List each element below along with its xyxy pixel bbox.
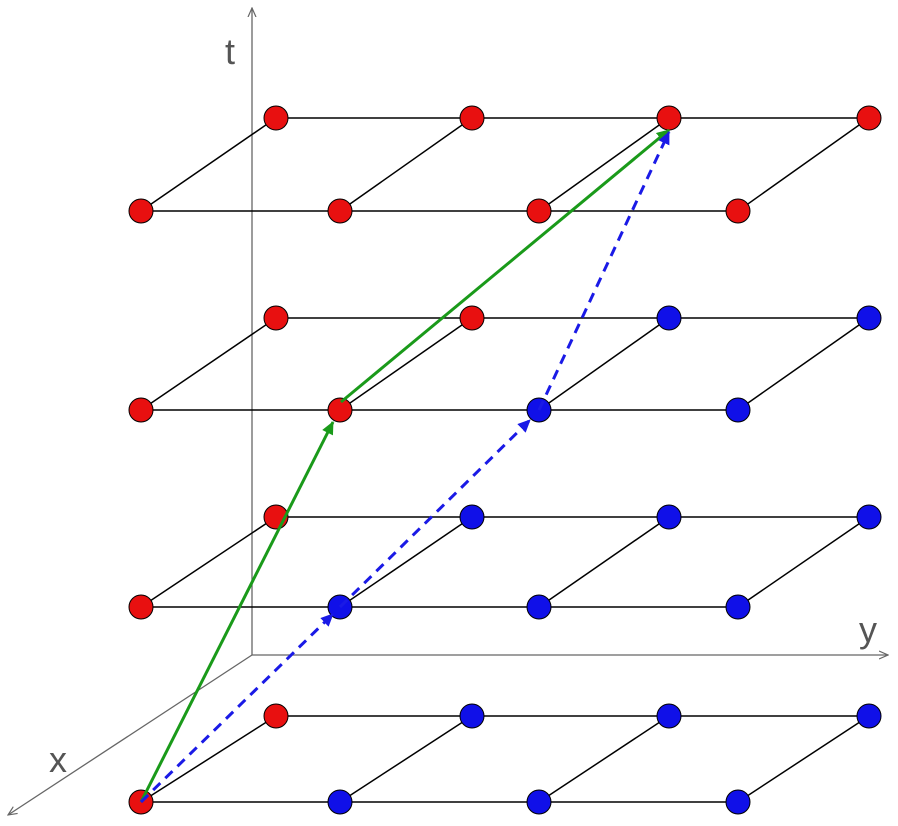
node (856, 105, 882, 131)
node (725, 789, 751, 815)
node (459, 105, 485, 131)
node (725, 198, 751, 224)
x-label: x (49, 739, 67, 780)
node (327, 397, 353, 423)
node (656, 504, 682, 530)
edge (737, 516, 870, 608)
x-axis (8, 654, 253, 815)
node (725, 397, 751, 423)
node (263, 105, 289, 131)
node (459, 504, 485, 530)
node (856, 305, 882, 331)
green-arrow (340, 128, 670, 404)
edge (737, 317, 870, 411)
blue-dashed-arrow (537, 131, 671, 411)
node (263, 305, 289, 331)
edge (339, 317, 473, 411)
paths (139, 128, 671, 804)
edge (737, 715, 870, 803)
edge (140, 117, 277, 212)
node (128, 594, 154, 620)
blue-dashed-arrow (139, 612, 335, 804)
node (327, 198, 353, 224)
node (856, 504, 882, 530)
edge (140, 516, 277, 608)
node (656, 305, 682, 331)
edge (538, 117, 670, 212)
edge (737, 117, 870, 212)
y-label: y (859, 609, 877, 650)
edge (339, 117, 473, 212)
edge (538, 715, 670, 803)
blue-dashed-arrow (338, 418, 532, 609)
edge (339, 516, 473, 608)
node (656, 703, 682, 729)
node (459, 305, 485, 331)
node (327, 789, 353, 815)
nodes (128, 105, 882, 815)
t-label: t (225, 31, 235, 72)
node (128, 198, 154, 224)
edge (339, 715, 473, 803)
node (526, 789, 552, 815)
edge (140, 317, 277, 411)
lattice (140, 117, 870, 803)
axes (8, 8, 888, 815)
node (856, 703, 882, 729)
node (128, 397, 154, 423)
edge (538, 516, 670, 608)
green-arrow (139, 421, 335, 803)
edge (140, 715, 277, 803)
node (526, 198, 552, 224)
edge (538, 317, 670, 411)
node (263, 703, 289, 729)
node (526, 594, 552, 620)
node (656, 105, 682, 131)
node (459, 703, 485, 729)
node (725, 594, 751, 620)
